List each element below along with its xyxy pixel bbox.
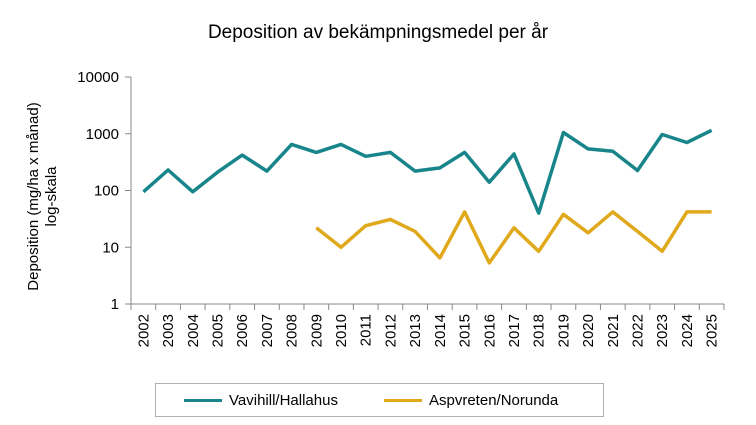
x-tick-label: 2021: [605, 314, 622, 347]
x-tick-label: 2019: [555, 314, 572, 347]
chart-title: Deposition av bekämpningsmedel per år: [207, 22, 549, 43]
y-tick-label: 1000: [86, 126, 119, 143]
legend-label-series-1: Vavihill/Hallahus: [229, 391, 338, 409]
legend-swatch-series-1: [184, 398, 222, 402]
x-tick-label: 2016: [481, 314, 498, 347]
x-tick-label: 2008: [284, 314, 301, 347]
y-axis-title-line: Deposition (mg/ha x månad): [25, 102, 42, 290]
x-tick-label: 2007: [259, 314, 276, 347]
x-tick-label: 2004: [185, 314, 202, 347]
x-tick-label: 2017: [506, 314, 523, 347]
x-tick-label: 2015: [457, 314, 474, 347]
x-tick-label: 2009: [308, 314, 325, 347]
series-lines: [142, 128, 713, 265]
y-tick-label: 1: [111, 296, 119, 313]
x-tick-label: 2012: [382, 314, 399, 347]
y-axis-title-line: log-skala: [43, 166, 60, 227]
x-tick-label: 2024: [679, 314, 696, 347]
x-tick-label: 2025: [704, 314, 721, 347]
x-tick-label: 2013: [407, 314, 424, 347]
y-axis-title: Deposition (mg/ha x månad) log-skala: [25, 102, 60, 290]
legend-label-series-2: Aspvreten/Norunda: [429, 391, 559, 409]
x-tick-label: 2006: [234, 314, 251, 347]
legend-swatch-series-2: [384, 398, 422, 402]
x-tick-label: 2010: [333, 314, 350, 347]
series-line-1: [142, 128, 713, 215]
x-tick-label: 2014: [432, 314, 449, 347]
y-tick-label: 10: [102, 239, 119, 256]
x-tick-label: 2002: [135, 314, 152, 347]
legend: Vavihill/Hallahus Aspvreten/Norunda: [155, 383, 604, 417]
x-tick-label: 2020: [580, 314, 597, 347]
axes: [125, 76, 725, 310]
x-tick-label: 2023: [654, 314, 671, 347]
y-tick-label: 10000: [77, 69, 119, 86]
series-line-2: [315, 210, 712, 265]
x-tick-label: 2005: [209, 314, 226, 347]
x-tick-label: 2003: [160, 314, 177, 347]
x-tick-label: 2011: [358, 314, 375, 346]
y-tick-label: 100: [94, 183, 119, 200]
x-tick-labels: 2002 2003 2004 2005 2006 2007 2008 2009 2010 2011…: [135, 314, 720, 347]
x-tick-label: 2018: [531, 314, 548, 347]
x-tick-label: 2022: [630, 314, 647, 347]
y-tick-labels: 1 10 100 1000 10000: [77, 69, 119, 313]
legend-item-series-2: Aspvreten/Norunda: [384, 384, 558, 416]
legend-item-series-1: Vavihill/Hallahus: [184, 384, 338, 416]
